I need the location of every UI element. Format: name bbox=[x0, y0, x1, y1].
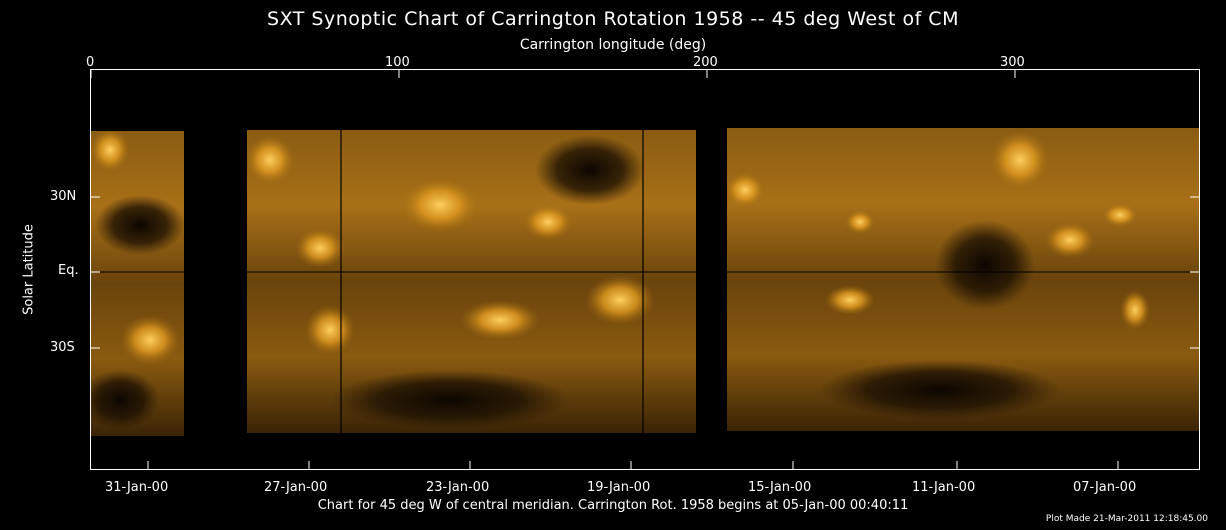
chart-footer: Chart for 45 deg W of central meridian. … bbox=[317, 498, 909, 513]
map-strip-2 bbox=[247, 130, 696, 433]
top-tick-0: 0 bbox=[86, 55, 95, 70]
date-tick-07jan: 07-Jan-00 bbox=[1073, 480, 1137, 495]
plot-frame bbox=[90, 69, 1200, 470]
date-tick-27jan: 27-Jan-00 bbox=[264, 480, 328, 495]
map-strip-3 bbox=[727, 128, 1199, 431]
date-tick-31jan: 31-Jan-00 bbox=[105, 480, 169, 495]
top-tick-100: 100 bbox=[385, 55, 410, 70]
date-tick-15jan: 15-Jan-00 bbox=[748, 480, 812, 495]
lat-tick-eq: Eq. bbox=[58, 263, 79, 278]
plot-made-stamp: Plot Made 21-Mar-2011 12:18:45.00 bbox=[1045, 514, 1208, 524]
latitude-ticks bbox=[91, 196, 1199, 349]
top-tick-300: 300 bbox=[1000, 55, 1025, 70]
date-tick-23jan: 23-Jan-00 bbox=[426, 480, 490, 495]
date-tick-19jan: 19-Jan-00 bbox=[587, 480, 651, 495]
lat-tick-30s: 30S bbox=[50, 340, 75, 355]
bottom-ticks bbox=[147, 461, 1119, 470]
chart-title: SXT Synoptic Chart of Carrington Rotatio… bbox=[267, 8, 959, 30]
top-tick-200: 200 bbox=[693, 55, 718, 70]
map-strip-1 bbox=[90, 131, 184, 436]
date-tick-11jan: 11-Jan-00 bbox=[912, 480, 976, 495]
lat-tick-30n: 30N bbox=[50, 189, 77, 204]
top-axis-label: Carrington longitude (deg) bbox=[519, 37, 707, 53]
top-ticks bbox=[90, 70, 1016, 78]
